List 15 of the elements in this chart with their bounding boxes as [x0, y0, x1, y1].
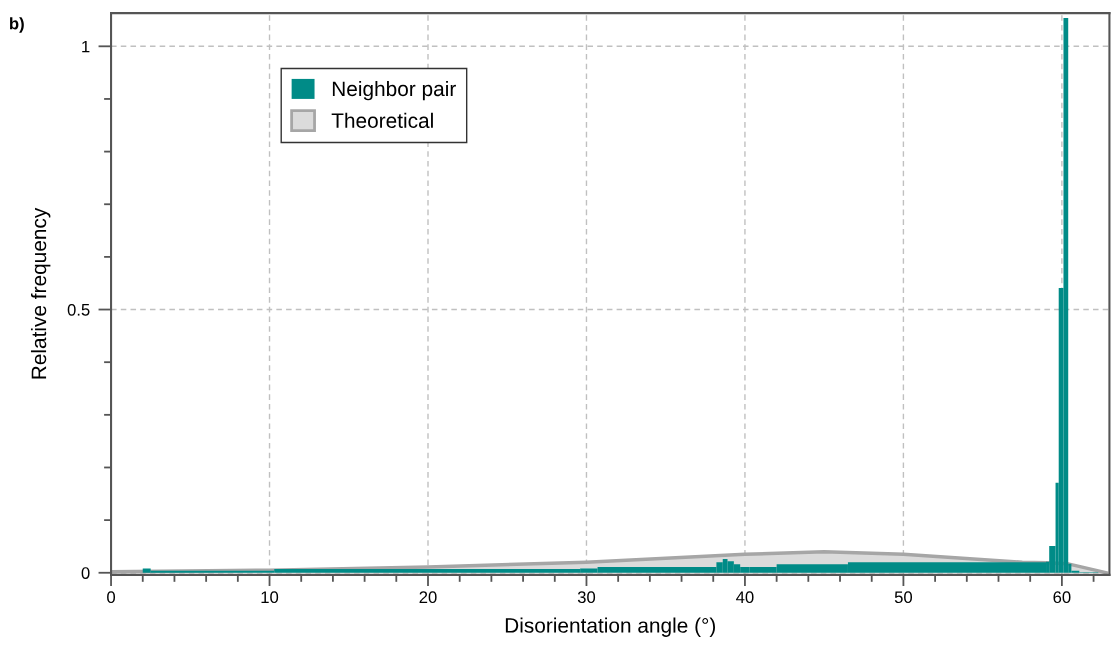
- y-tick-label: 0: [81, 567, 90, 579]
- x-tick-label: 20: [419, 591, 437, 604]
- y-tick-label: 1: [82, 40, 90, 53]
- x-tick-label: 10: [261, 591, 279, 604]
- x-tick-label: 50: [894, 591, 913, 604]
- text: b): [10, 17, 24, 33]
- x-tick-label: 30: [577, 591, 596, 604]
- y-axis-title: Relative frequency: [30, 207, 51, 379]
- x-axis-title: Disorientation angle (°): [505, 617, 716, 637]
- y-tick-label: 0.5: [67, 303, 90, 316]
- legend-label: Neighbor pair: [332, 80, 456, 101]
- x-tick-label: 40: [736, 591, 754, 604]
- x-tick-label: 60: [1053, 591, 1071, 604]
- legend-label: Theoretical: [331, 112, 433, 129]
- x-tick-label: 0: [107, 591, 116, 604]
